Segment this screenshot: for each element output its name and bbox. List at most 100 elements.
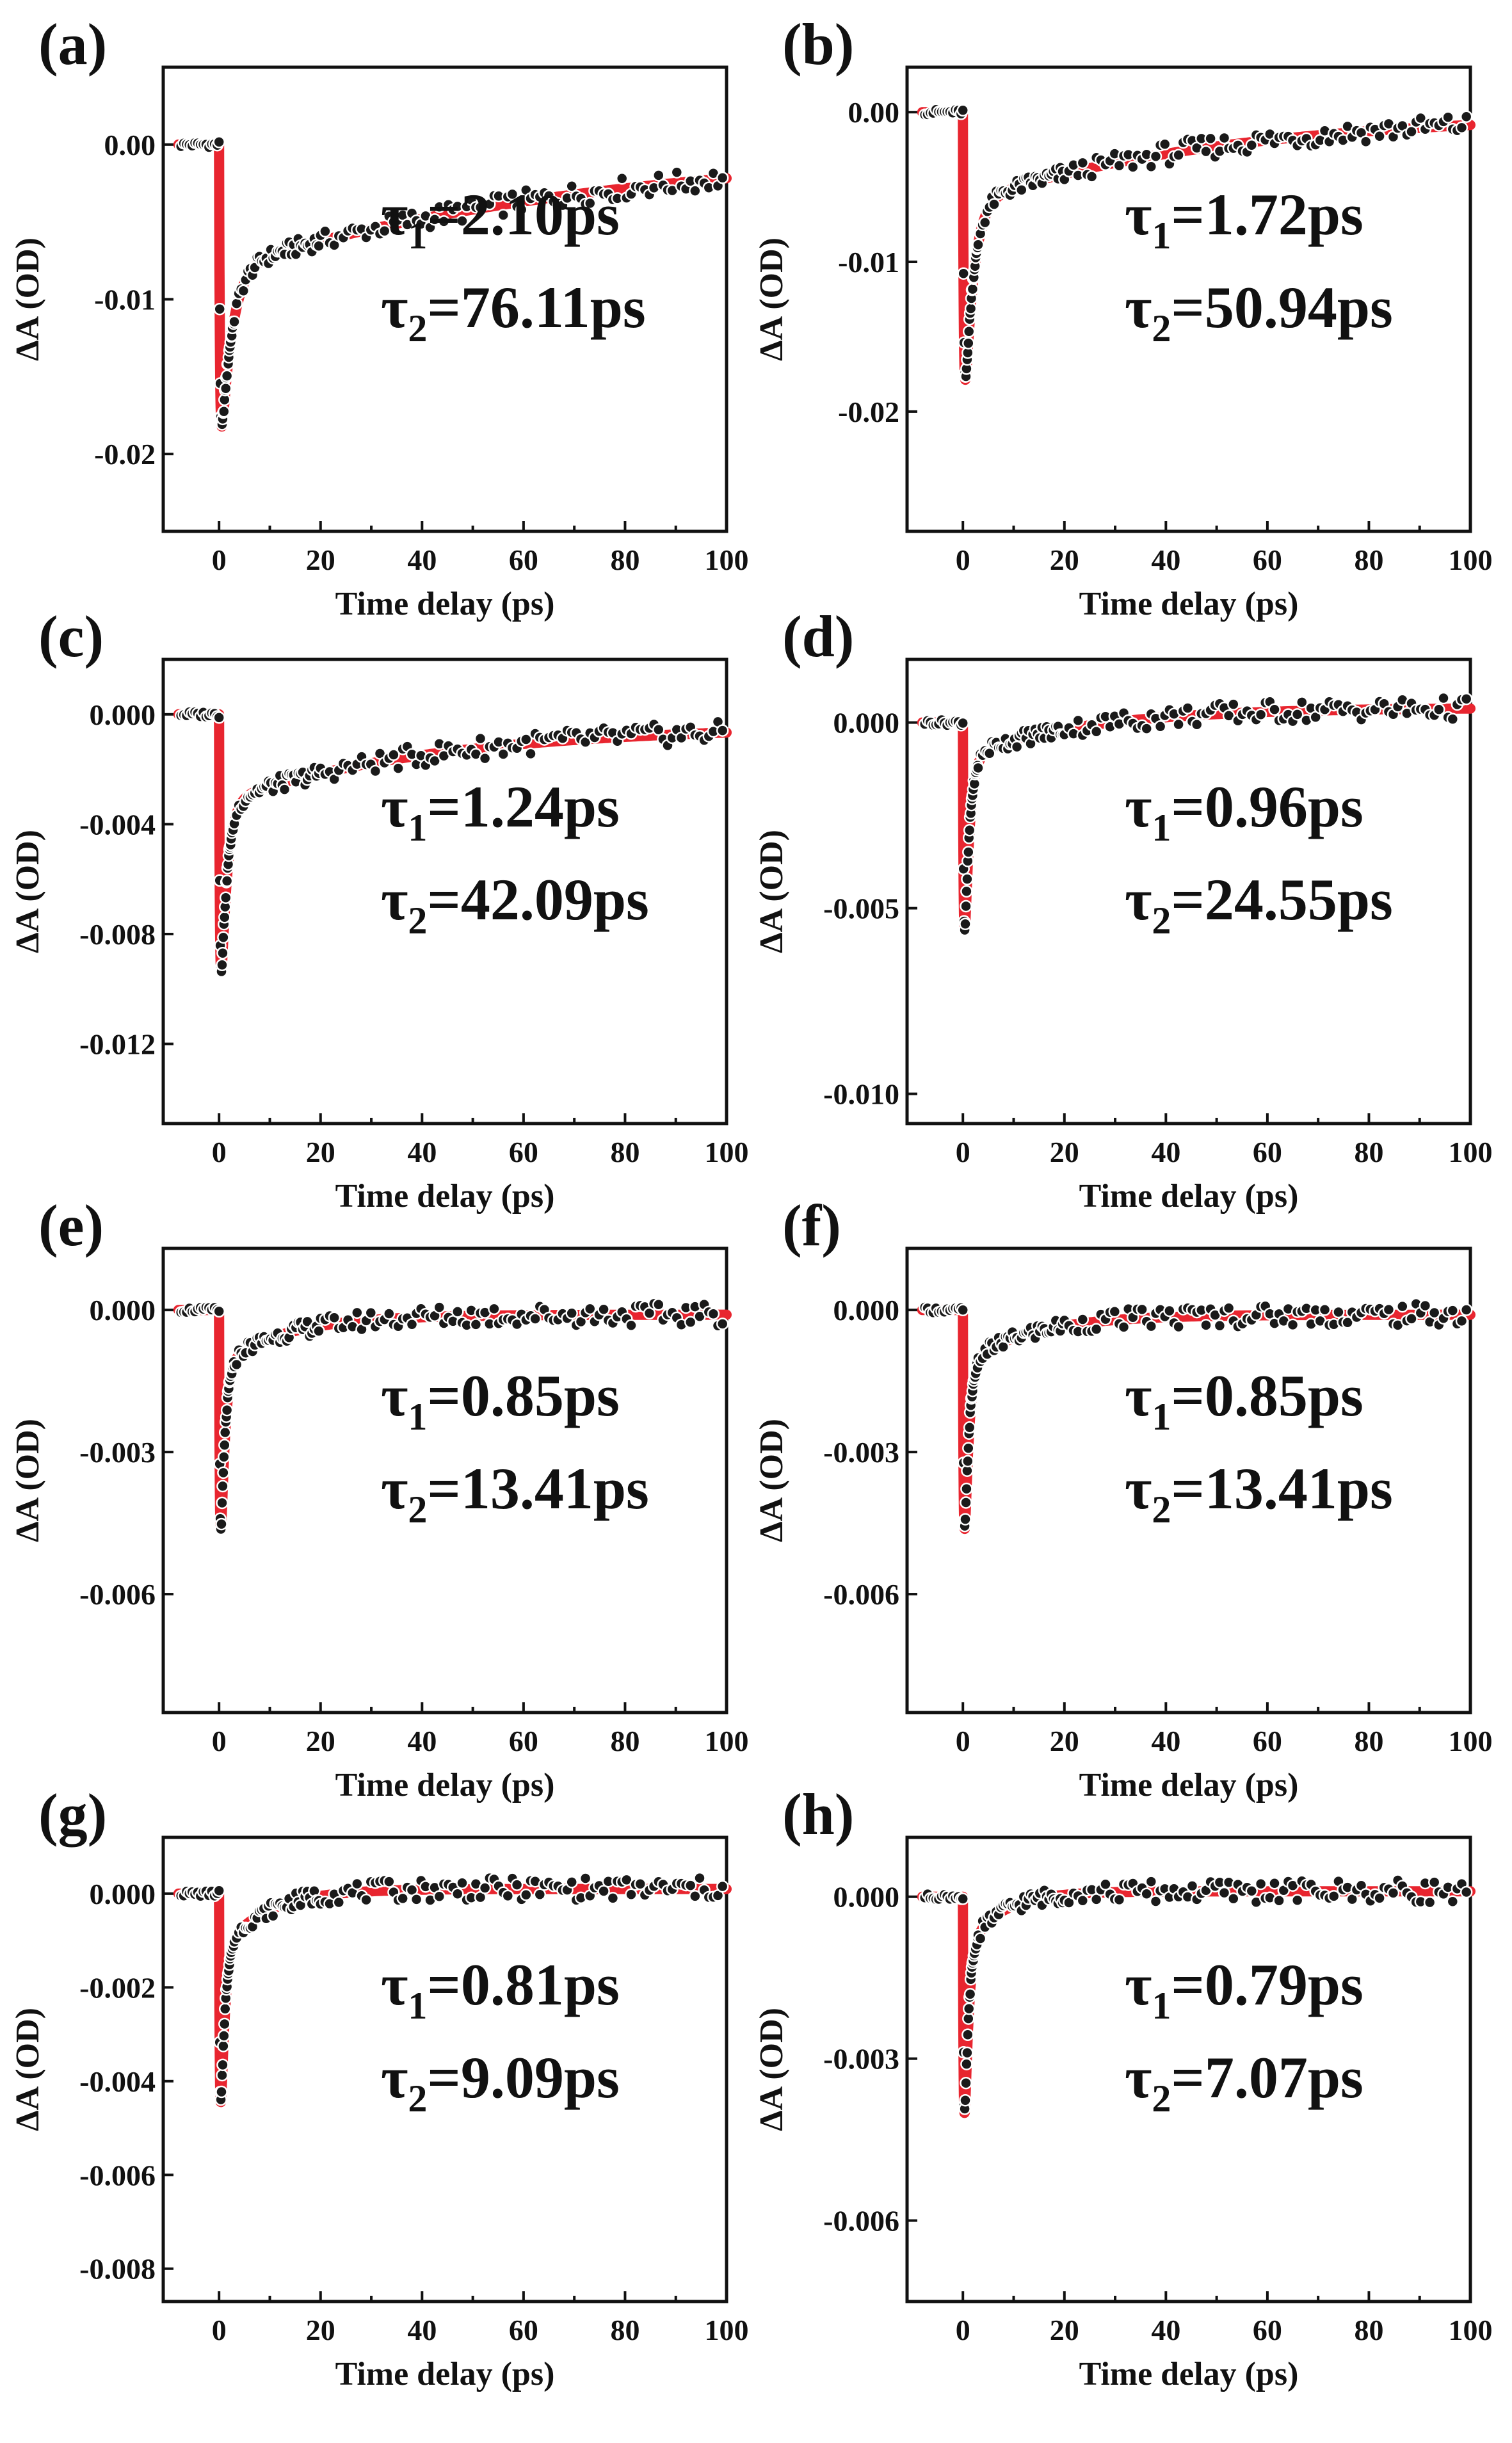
data-point: [216, 946, 229, 960]
data-point: [1437, 691, 1450, 705]
x-tick-label: 60: [509, 1725, 538, 1757]
x-tick-label: 100: [1449, 544, 1493, 576]
panel-label: (g): [38, 1782, 107, 1847]
x-tick-label: 20: [1050, 1136, 1079, 1168]
data-point: [960, 1496, 972, 1509]
data-point: [218, 1451, 230, 1463]
data-point: [565, 180, 578, 193]
data-point: [478, 752, 492, 765]
data-point: [684, 1879, 697, 1892]
chart-panel-h: (h) 0 20 40 60 80 100 0.000 -0.003 -0.006 Time del…: [753, 1782, 1493, 2392]
panel-label: (c): [38, 604, 104, 669]
data-point: [1158, 138, 1171, 150]
data-point: [1090, 1323, 1103, 1336]
tau2-annotation: τ2=13.41ps: [381, 1456, 649, 1531]
x-tick-label: 60: [509, 2314, 538, 2346]
data-point: [1332, 1305, 1345, 1319]
data-point: [1172, 1320, 1185, 1334]
y-tick-label: -0.006: [79, 1578, 156, 1611]
data-point: [959, 917, 972, 930]
y-tick-label: -0.006: [79, 2159, 156, 2191]
data-point: [1113, 1893, 1126, 1907]
x-axis-title: Time delay (ps): [335, 1767, 555, 1803]
x-tick-label: 80: [1354, 2314, 1383, 2346]
data-point: [1145, 160, 1158, 173]
chart-panel-d: (d) 0 20 40 60 80 100 0.000 -0.005 -0.010 Time del…: [753, 604, 1493, 1214]
data-point: [488, 1302, 501, 1316]
data-point: [716, 171, 729, 184]
tau2-value: =50.94ps: [1171, 275, 1392, 340]
tau1-value: =1.72ps: [1171, 182, 1363, 247]
plot-frame: [905, 1246, 1472, 1714]
plot-frame: [161, 657, 728, 1125]
tau2-value: =7.07ps: [1171, 2045, 1363, 2110]
x-tick-label: 0: [956, 2314, 970, 2346]
x-axis-title: Time delay (ps): [335, 2356, 555, 2392]
tau1-value: =0.96ps: [1171, 774, 1363, 839]
tau1-value: =0.81ps: [427, 1952, 619, 2017]
data-point: [1245, 139, 1259, 152]
data-point: [501, 1889, 515, 1903]
data-point: [515, 203, 528, 216]
x-axis-title: Time delay (ps): [1079, 1178, 1299, 1214]
data-point: [1127, 161, 1139, 173]
data-point: [634, 1878, 647, 1891]
data-point: [1181, 702, 1194, 714]
data-point: [956, 1303, 969, 1317]
x-tick-label: 100: [705, 1136, 749, 1168]
data-point: [707, 1307, 720, 1320]
data-point: [1446, 1304, 1460, 1317]
data-point: [220, 1403, 234, 1417]
data-point: [1373, 130, 1386, 143]
tau1-annotation: τ1=0.96ps: [1125, 774, 1363, 849]
y-axis-title: ΔA (OD): [10, 830, 46, 953]
data-point: [625, 1888, 638, 1901]
data-point: [961, 2046, 974, 2060]
y-axis-title: ΔA (OD): [753, 2008, 790, 2131]
data-point: [278, 783, 291, 796]
tau2-annotation: τ2=76.11ps: [381, 275, 646, 350]
data-point: [1446, 713, 1460, 725]
x-tick-label: 40: [1151, 1136, 1180, 1168]
data-point: [963, 1421, 976, 1434]
data-point: [1442, 111, 1454, 124]
data-point: [474, 732, 487, 745]
data-point: [506, 188, 519, 201]
data-point: [213, 1305, 225, 1318]
tau2-value: =76.11ps: [427, 275, 645, 340]
y-axis-title: ΔA (OD): [753, 830, 790, 953]
tau1-value: =0.85ps: [1171, 1363, 1363, 1428]
y-axis-title: ΔA (OD): [10, 1419, 46, 1542]
data-point: [410, 1893, 423, 1906]
data-point: [583, 197, 597, 210]
data-point: [652, 169, 665, 182]
data-point: [962, 1442, 975, 1455]
y-tick-label: -0.006: [823, 1578, 899, 1611]
data-point: [520, 733, 533, 746]
tau1-annotation: τ1=1.72ps: [1125, 182, 1363, 257]
data-point: [960, 899, 972, 913]
x-axis-title: Time delay (ps): [1079, 586, 1299, 622]
chart-panel-f: (f) 0 20 40 60 80 100 0.000 -0.003 -0.006 Time del…: [753, 1193, 1493, 1803]
data-point: [216, 1480, 229, 1493]
y-tick-label: -0.008: [79, 2253, 156, 2286]
panel-label: (a): [38, 12, 107, 77]
data-point: [351, 1306, 364, 1319]
x-tick-label: 60: [1253, 1725, 1282, 1757]
data-point: [392, 762, 405, 775]
x-tick-label: 0: [956, 1725, 970, 1757]
data-point: [218, 1439, 231, 1451]
x-tick-label: 80: [610, 1136, 639, 1168]
data-point: [1455, 1314, 1468, 1328]
x-tick-label: 100: [1449, 1136, 1493, 1168]
y-tick-label: -0.01: [838, 246, 899, 278]
data-point: [218, 2029, 230, 2042]
data-point: [220, 369, 234, 382]
data-point: [1190, 718, 1203, 731]
tau1-annotation: τ1=0.81ps: [381, 1952, 620, 2027]
data-point: [1227, 1892, 1240, 1905]
panel-label: (f): [782, 1193, 841, 1258]
data-point: [1163, 1304, 1176, 1318]
data-point: [1149, 1895, 1162, 1908]
x-tick-label: 20: [1050, 544, 1079, 576]
